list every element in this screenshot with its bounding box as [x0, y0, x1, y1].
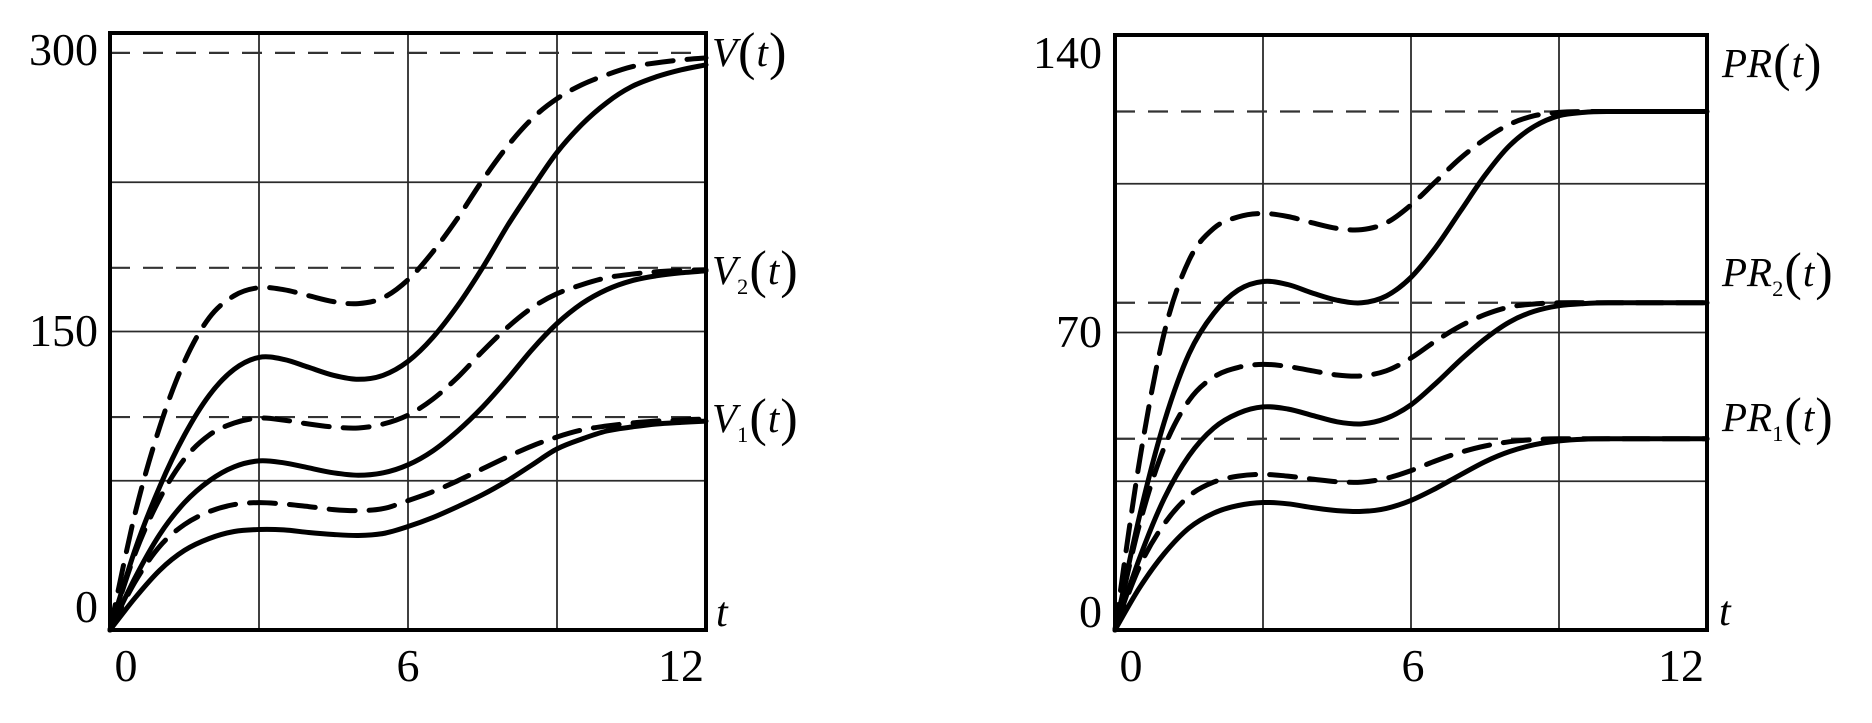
paren-close: ) — [1815, 243, 1833, 302]
paren-open: ( — [1784, 243, 1802, 302]
paren-open: ( — [1784, 388, 1802, 447]
curve-label-argument: t — [767, 247, 780, 293]
curve-label-argument: t — [1791, 40, 1803, 86]
paren-close: ) — [780, 389, 798, 448]
curve-label-argument: t — [1802, 394, 1815, 440]
curve-label-argument: t — [1802, 249, 1815, 295]
y-tick-label: 70 — [1056, 306, 1102, 357]
curve-label-variable: V — [712, 247, 738, 293]
x-tick-label: 12 — [658, 640, 704, 691]
curve-label-V: V(t) — [712, 22, 787, 82]
curve-label-variable: V — [712, 395, 738, 441]
paren-close: ) — [1815, 388, 1833, 447]
paren-close: ) — [780, 241, 798, 300]
y-tick-label: 140 — [1033, 27, 1102, 78]
y-tick-label: 0 — [75, 581, 98, 632]
paren-open: ( — [749, 241, 767, 300]
series-V1-solid — [107, 418, 709, 633]
paren-close: ) — [768, 23, 787, 82]
curve-label-V2: V2(t) — [712, 240, 799, 300]
y-tick-label: 150 — [29, 305, 98, 356]
plot-profit — [1112, 33, 1710, 633]
plot-volume — [107, 31, 709, 633]
series-V2-solid — [107, 268, 709, 633]
paren-open: ( — [738, 23, 756, 82]
curve-label-argument: t — [756, 29, 768, 75]
curve-label-PR: PR(t) — [1722, 33, 1822, 93]
series-PR1-dashed — [1112, 436, 1710, 633]
series-V-solid — [107, 62, 709, 633]
plot-border — [108, 31, 708, 632]
x-axis-label: t — [716, 590, 728, 636]
series-PR-dashed — [1112, 108, 1710, 633]
curve-label-argument: t — [767, 395, 780, 441]
series-V-dashed — [107, 55, 709, 633]
series-PR1-solid — [1112, 436, 1710, 633]
curve-label-V1: V1(t) — [712, 388, 799, 448]
curve-label-PR1: PR1(t) — [1722, 387, 1834, 447]
x-tick-label: 0 — [1119, 640, 1143, 691]
series-PR2-dashed — [1112, 300, 1710, 633]
series-V2-dashed — [107, 267, 709, 633]
curve-label-variable: PR — [1722, 249, 1773, 295]
series-V1-dashed — [107, 416, 709, 633]
curve-label-variable: PR — [1722, 40, 1773, 86]
x-tick-label: 6 — [396, 640, 420, 691]
y-tick-label: 0 — [1079, 586, 1102, 637]
curve-label-subscript: 2 — [1772, 276, 1784, 302]
x-axis-label: t — [1719, 589, 1731, 635]
curve-label-variable: PR — [1722, 394, 1773, 440]
curve-label-PR2: PR2(t) — [1722, 242, 1834, 302]
series-PR-solid — [1112, 108, 1710, 633]
paren-close: ) — [1803, 34, 1822, 93]
y-tick-label: 300 — [29, 24, 98, 75]
series-PR2-solid — [1112, 300, 1710, 633]
paren-open: ( — [1773, 34, 1791, 93]
curve-label-subscript: 1 — [737, 422, 749, 448]
curve-label-variable: V — [712, 29, 738, 75]
x-tick-label: 12 — [1658, 640, 1704, 691]
x-tick-label: 6 — [1401, 640, 1425, 691]
plot-border — [1113, 33, 1709, 632]
x-tick-label: 0 — [114, 640, 138, 691]
curve-label-subscript: 1 — [1772, 421, 1784, 447]
curve-label-subscript: 2 — [737, 274, 749, 300]
paren-open: ( — [749, 389, 767, 448]
